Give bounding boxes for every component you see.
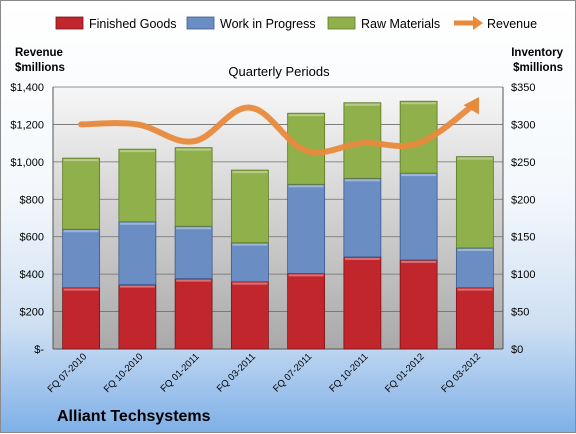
category-labels: FQ 07-2010 FQ 10-2010 FQ 01-2011 FQ 03-2011… <box>46 351 483 395</box>
left-tick-label: $1,400 <box>10 82 44 94</box>
bar-finished-goods-highlight <box>232 282 268 285</box>
left-axis-title-line1: Revenue <box>15 47 63 59</box>
bar-raw-materials-highlight <box>401 102 437 105</box>
bar-work-in-progress-highlight <box>288 185 324 188</box>
category-label: FQ 07-2011 <box>271 351 314 394</box>
bar-raw-materials-highlight <box>63 159 99 162</box>
bar-work-in-progress-highlight <box>232 243 268 246</box>
bar-work-in-progress <box>455 247 494 289</box>
left-tick-label: $400 <box>20 269 44 281</box>
bar-finished-goods <box>230 281 269 350</box>
bar-raw-materials <box>455 156 494 249</box>
category-label: FQ 03-2011 <box>215 351 258 394</box>
right-tick-label: $150 <box>511 232 535 244</box>
bar-finished-goods <box>455 287 494 350</box>
legend-arrow-revenue <box>473 16 483 30</box>
bar-work-in-progress-highlight <box>401 174 437 177</box>
legend-label-raw-materials: Raw Materials <box>361 17 440 31</box>
legend-label-finished-goods: Finished Goods <box>89 17 177 31</box>
bar-raw-materials-highlight <box>176 148 212 151</box>
legend-label-work-in-progress: Work in Progress <box>220 17 316 31</box>
left-tick-label: $- <box>34 344 44 356</box>
legend: Finished Goods Work in Progress Raw Mate… <box>55 16 537 31</box>
bar-finished-goods <box>118 284 157 350</box>
bar-work-in-progress <box>174 225 213 280</box>
right-tick-label: $100 <box>511 269 535 281</box>
left-axis-title-line2: $millions <box>15 62 65 74</box>
left-tick-label: $1,200 <box>10 119 44 131</box>
bar-raw-materials <box>62 157 101 230</box>
bar-finished-goods <box>399 259 438 350</box>
company-name: Alliant Techsystems <box>57 408 211 425</box>
legend-label-revenue: Revenue <box>487 17 537 31</box>
bar-work-in-progress-highlight <box>344 179 380 182</box>
bar-finished-goods-highlight <box>344 257 380 260</box>
bar-finished-goods <box>174 278 213 350</box>
bar-work-in-progress <box>62 228 101 289</box>
revenue-line <box>78 100 478 156</box>
left-tick-label: $600 <box>20 232 44 244</box>
bar-finished-goods-highlight <box>63 288 99 291</box>
bar-finished-goods-highlight <box>119 285 155 288</box>
bar-work-in-progress-highlight <box>176 227 212 230</box>
category-label: FQ 10-2011 <box>327 351 370 394</box>
bar-raw-materials-highlight <box>119 150 155 153</box>
left-tick-label: $800 <box>20 194 44 206</box>
bar-work-in-progress <box>287 183 326 274</box>
right-axis-title-line2: $millions <box>513 62 563 74</box>
bar-raw-materials <box>118 148 157 223</box>
right-axis-ticks: $0 $50 $100 $150 $200 $250 $300 $350 <box>511 82 535 356</box>
bar-finished-goods-highlight <box>457 288 493 291</box>
right-tick-label: $250 <box>511 157 535 169</box>
bar-finished-goods <box>287 272 326 350</box>
bar-work-in-progress <box>399 172 438 261</box>
bar-finished-goods <box>62 287 101 350</box>
bar-finished-goods-highlight <box>176 279 212 282</box>
bar-work-in-progress <box>230 242 269 283</box>
bar-raw-materials-highlight <box>288 114 324 117</box>
bar-work-in-progress <box>343 177 382 258</box>
bar-raw-materials-highlight <box>344 103 380 106</box>
bar-raw-materials <box>230 169 269 244</box>
revenue-arrowhead <box>463 97 480 115</box>
right-tick-label: $200 <box>511 194 535 206</box>
left-tick-label: $1,000 <box>10 157 44 169</box>
category-label: FQ 01-2011 <box>159 351 202 394</box>
chart-title: Quarterly Periods <box>228 64 330 79</box>
bar-raw-materials <box>174 147 213 227</box>
revenue-line-layer <box>78 97 480 156</box>
right-tick-label: $50 <box>511 307 529 319</box>
legend-swatch-work-in-progress <box>186 16 215 30</box>
bar-finished-goods <box>343 256 382 350</box>
bar-work-in-progress-highlight <box>457 248 493 251</box>
legend-swatch-raw-materials <box>327 16 356 30</box>
bar-finished-goods-highlight <box>288 274 324 277</box>
bar-work-in-progress-highlight <box>63 230 99 233</box>
bar-raw-materials-highlight <box>232 171 268 174</box>
left-tick-label: $200 <box>20 307 44 319</box>
right-tick-label: $350 <box>511 82 535 94</box>
right-tick-label: $300 <box>511 119 535 131</box>
bar-finished-goods-highlight <box>401 260 437 263</box>
bar-work-in-progress <box>118 221 157 286</box>
right-axis-title-line1: Inventory <box>511 47 563 59</box>
category-label: FQ 07-2010 <box>46 351 90 395</box>
bar-raw-materials-highlight <box>457 157 493 160</box>
legend-swatch-finished-goods <box>55 16 84 30</box>
bar-work-in-progress-highlight <box>119 222 155 225</box>
category-label: FQ 10-2010 <box>102 351 146 395</box>
left-axis-ticks: $- $200 $400 $600 $800 $1,000 $1,200 $1,400 <box>10 82 44 356</box>
right-tick-label: $0 <box>511 344 523 356</box>
category-label: FQ 03-2012 <box>439 351 483 395</box>
category-label: FQ 01-2012 <box>383 351 427 395</box>
